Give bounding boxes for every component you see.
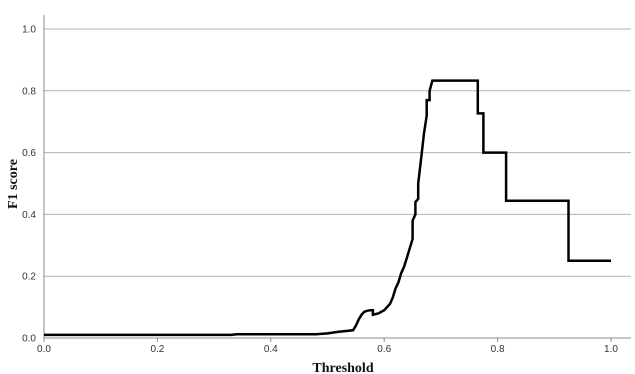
x-tick-labels: 0.0 0.2 0.4 0.6 0.8 1.0 xyxy=(37,344,618,355)
x-tick-label: 0.8 xyxy=(491,344,505,355)
axes xyxy=(44,15,631,342)
x-tick-label: 0.4 xyxy=(264,344,278,355)
y-tick-label: 0.4 xyxy=(22,210,36,221)
gridlines xyxy=(44,29,631,276)
series-line xyxy=(44,81,611,335)
y-tick-label: 0.6 xyxy=(22,148,36,159)
x-tick-label: 1.0 xyxy=(604,344,618,355)
y-tick-label: 0.8 xyxy=(22,86,36,97)
x-axis-title: Threshold xyxy=(312,361,373,374)
series-layer xyxy=(44,81,611,335)
y-axis-title: F1 score xyxy=(6,159,21,209)
x-tick-label: 0.6 xyxy=(377,344,391,355)
y-tick-label: 0.0 xyxy=(22,334,36,345)
y-tick-label: 1.0 xyxy=(22,25,36,36)
y-tick-label: 0.2 xyxy=(22,272,36,283)
x-tick-label: 0.2 xyxy=(150,344,164,355)
x-tick-label: 0.0 xyxy=(37,344,51,355)
y-tick-labels: 0.0 0.2 0.4 0.6 0.8 1.0 xyxy=(22,25,36,345)
